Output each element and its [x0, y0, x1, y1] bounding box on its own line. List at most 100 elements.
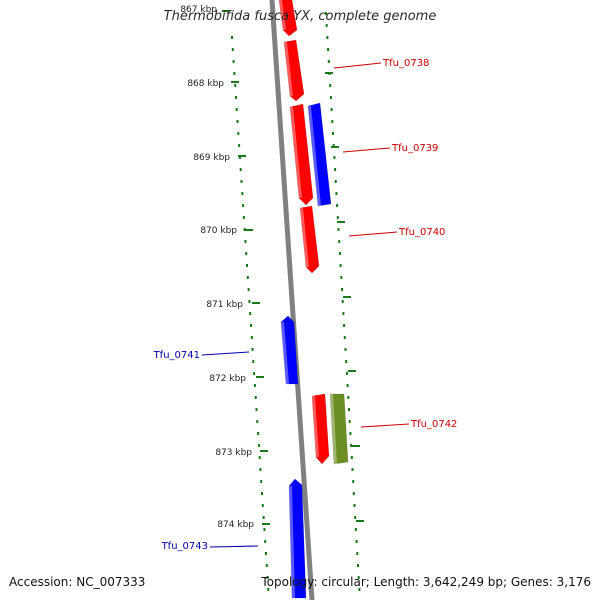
- outer-scale-dot: [353, 504, 356, 507]
- outer-scale-dot: [343, 324, 346, 327]
- outer-scale-dot: [336, 216, 339, 219]
- gene-label-tfu-0743[interactable]: Tfu_0743: [161, 541, 208, 552]
- topology-text: Topology: circular; Length: 3,642,249 bp…: [261, 575, 591, 589]
- outer-scale-dot: [327, 60, 330, 63]
- inner-scale-dot: [266, 576, 269, 579]
- gene-label-tfu-0739[interactable]: Tfu_0739: [391, 143, 438, 154]
- gene-leader-lines: [201, 62, 410, 548]
- inner-scale-dot: [253, 372, 256, 375]
- gene-labels: Tfu_0738 Tfu_0739 Tfu_0740 Tfu_0741 Tfu_…: [153, 58, 458, 552]
- gene-feature-tfu-0742-other-highlight: [330, 394, 337, 464]
- outer-scale-dot: [329, 96, 332, 99]
- gene-feature-tfu-0738-highlight: [284, 42, 293, 96]
- outer-scale-dot: [354, 516, 357, 519]
- gene-feature-tfu-0740-highlight: [300, 208, 309, 267]
- inner-scale-dot: [259, 468, 262, 471]
- outer-scale-dot: [326, 36, 329, 39]
- gene-feature-tfu-0741[interactable]: [280, 315, 299, 385]
- gene-feature-tfu-0742-highlight: [312, 396, 319, 457]
- inner-scale-dot: [244, 240, 247, 243]
- outer-scale-dot: [344, 348, 347, 351]
- gene-label-tfu-0741[interactable]: Tfu_0741: [153, 350, 200, 361]
- inner-scale-dot: [243, 228, 246, 231]
- inner-scale-dot: [250, 324, 252, 327]
- accession-text: Accession: NC_007333: [9, 575, 146, 589]
- inner-scale-dot: [242, 204, 245, 207]
- gene-label-tfu-0740[interactable]: Tfu_0740: [398, 227, 445, 238]
- outer-major-tick: [348, 370, 356, 372]
- inner-scale-dot: [263, 528, 266, 531]
- outer-scale-dot: [334, 168, 337, 171]
- inner-scale-dot: [241, 192, 244, 195]
- outer-scale-dot: [354, 528, 357, 531]
- inner-scale-dot: [245, 252, 248, 255]
- tick-label-869: 869 kbp: [193, 153, 230, 163]
- gene-feature-tfu-0739-reverse[interactable]: [307, 102, 332, 207]
- gene-feature-tfu-0741-highlight: [281, 322, 289, 384]
- gene-label-tfu-0742[interactable]: Tfu_0742: [410, 419, 457, 430]
- outer-scale-dot: [341, 288, 343, 291]
- leader-tfu-0743: [209, 545, 259, 548]
- outer-scale-dot: [356, 552, 359, 555]
- outer-scale-dot: [345, 372, 348, 375]
- tick-label-871: 871 kbp: [206, 300, 243, 310]
- gene-feature-tfu-0742-other[interactable]: [329, 393, 349, 465]
- inner-scale-dot: [265, 552, 267, 555]
- tick-label-873: 873 kbp: [215, 448, 252, 458]
- outer-scale-dot: [349, 432, 352, 435]
- major-tick: [238, 155, 246, 157]
- outer-scale-dot: [352, 492, 355, 495]
- gene-feature-tfu-0739[interactable]: [289, 103, 314, 206]
- gene-label-tfu-0738[interactable]: Tfu_0738: [382, 58, 429, 69]
- gene-feature-tfu-0740[interactable]: [299, 205, 320, 274]
- inner-scale-dot: [239, 168, 242, 171]
- outer-major-tick: [325, 72, 333, 74]
- gene-feature-tfu-0739-reverse-highlight: [308, 106, 321, 206]
- gene-feature-tfu-0739-highlight: [290, 107, 302, 198]
- outer-scale-dot: [329, 84, 332, 87]
- inner-scale-dot: [250, 336, 253, 339]
- inner-scale-dot: [234, 84, 237, 87]
- outer-scale-dot: [338, 252, 341, 255]
- outer-scale-dot: [352, 480, 355, 483]
- gene-features: [278, 0, 349, 599]
- outer-scale-dot: [325, 12, 327, 15]
- outer-scale-dot: [332, 132, 334, 135]
- leader-tfu-0739: [342, 147, 391, 153]
- outer-scale-dot: [332, 144, 335, 147]
- inner-scale-dot: [255, 408, 258, 411]
- outer-scale-dot: [348, 420, 351, 423]
- outer-major-tick: [356, 520, 364, 522]
- inner-scale-dot: [262, 516, 265, 519]
- inner-scale-dot: [246, 264, 248, 267]
- inner-scale-dot: [247, 288, 250, 291]
- outer-scale-dot: [337, 228, 340, 231]
- outer-scale-dot: [339, 264, 342, 267]
- tick-label-874: 874 kbp: [217, 520, 254, 530]
- leader-tfu-0742: [360, 423, 410, 428]
- outer-scale-dot: [335, 192, 338, 195]
- inner-scale-dot: [238, 144, 241, 147]
- inner-scale-dot: [261, 492, 263, 495]
- outer-scale-dot: [336, 204, 339, 207]
- outer-scale-dot: [350, 444, 353, 447]
- gene-feature-tfu-0743[interactable]: [288, 478, 307, 599]
- tick-label-872: 872 kbp: [209, 374, 246, 384]
- inner-scale-dot: [238, 156, 241, 159]
- tick-label-870: 870 kbp: [200, 226, 237, 236]
- major-tick: [260, 450, 268, 452]
- inner-scale-dot: [261, 504, 264, 507]
- outer-scale-dot: [350, 456, 353, 459]
- inner-scale-dot: [237, 132, 240, 135]
- inner-scale-dot: [236, 120, 239, 123]
- inner-scale-dot: [248, 300, 251, 303]
- gene-feature-tfu-0742[interactable]: [311, 393, 330, 465]
- inner-scale-dot: [246, 276, 249, 279]
- inner-scale-dot: [267, 588, 270, 591]
- major-tick: [245, 229, 253, 231]
- inner-scale-dot: [240, 180, 243, 183]
- outer-scale-dot: [331, 120, 334, 123]
- gene-feature-top-partial[interactable]: [278, 0, 298, 37]
- gene-feature-tfu-0738[interactable]: [283, 39, 305, 102]
- inner-scale-dot: [233, 72, 236, 75]
